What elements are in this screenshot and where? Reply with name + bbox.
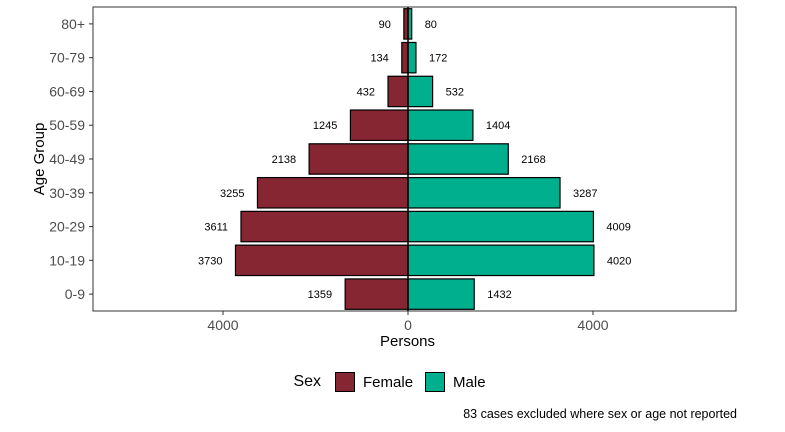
y-axis-title: Age Group bbox=[31, 123, 48, 196]
legend-swatch-female bbox=[335, 372, 356, 392]
x-tick-label-2: 4000 bbox=[577, 317, 608, 333]
bar-female-0-9 bbox=[344, 278, 409, 310]
y-tick-label-80+: 80+ bbox=[61, 16, 85, 32]
bar-male-60-69 bbox=[407, 75, 434, 108]
data-label-male-70-79: 172 bbox=[429, 53, 447, 65]
bar-female-20-29 bbox=[240, 210, 409, 243]
bar-male-10-19 bbox=[407, 244, 595, 277]
data-label-male-40-49: 2168 bbox=[521, 154, 545, 166]
bar-female-40-49 bbox=[308, 143, 409, 175]
data-label-female-10-19: 3730 bbox=[198, 255, 222, 267]
data-label-male-0-9: 1432 bbox=[487, 289, 511, 301]
x-tick-label-1: 0 bbox=[404, 317, 412, 333]
bar-male-20-29 bbox=[407, 210, 595, 243]
bar-male-40-49 bbox=[407, 143, 509, 175]
y-tick-label-20-29: 20-29 bbox=[49, 219, 85, 235]
y-tick-label-10-19: 10-19 bbox=[49, 252, 85, 268]
bar-female-70-79 bbox=[401, 41, 409, 74]
bar-male-0-9 bbox=[407, 278, 475, 310]
legend-label-male: Male bbox=[453, 373, 486, 391]
data-label-male-80+: 80 bbox=[425, 19, 437, 31]
data-label-female-0-9: 1359 bbox=[308, 289, 332, 301]
bar-female-50-59 bbox=[349, 109, 409, 142]
y-tick-label-30-39: 30-39 bbox=[49, 185, 85, 201]
y-tick-label-40-49: 40-49 bbox=[49, 151, 85, 167]
data-label-female-80+: 90 bbox=[379, 19, 391, 31]
data-label-male-50-59: 1404 bbox=[486, 120, 510, 132]
bar-male-70-79 bbox=[407, 41, 417, 74]
chart-caption: 83 cases excluded where sex or age not r… bbox=[463, 407, 737, 421]
bar-female-60-69 bbox=[387, 75, 409, 108]
data-label-female-20-29: 3611 bbox=[204, 222, 228, 234]
data-label-female-50-59: 1245 bbox=[313, 120, 337, 132]
bar-female-30-39 bbox=[256, 176, 409, 209]
legend-title: Sex bbox=[293, 373, 322, 390]
bar-female-10-19 bbox=[234, 244, 409, 277]
legend-swatch-male bbox=[425, 372, 446, 392]
bar-male-30-39 bbox=[407, 176, 561, 209]
legend-label-female: Female bbox=[363, 373, 414, 391]
data-label-female-30-39: 3255 bbox=[220, 188, 244, 200]
legend-item-female: Female bbox=[335, 372, 413, 392]
x-tick-label-0: 4000 bbox=[207, 317, 238, 333]
y-tick-label-60-69: 60-69 bbox=[49, 83, 85, 99]
x-axis-title: Persons bbox=[380, 333, 435, 350]
bar-male-50-59 bbox=[407, 109, 474, 142]
data-label-male-30-39: 3287 bbox=[573, 188, 597, 200]
data-label-male-20-29: 4009 bbox=[606, 222, 630, 234]
data-label-male-10-19: 4020 bbox=[607, 255, 631, 267]
data-label-female-40-49: 2138 bbox=[272, 154, 296, 166]
legend: Sex Female Male bbox=[0, 367, 785, 397]
data-label-female-70-79: 134 bbox=[370, 53, 388, 65]
y-tick-label-0-9: 0-9 bbox=[65, 286, 85, 302]
population-pyramid-chart: 1359 1432 0-9 3730 4020 10-19 3611 4009 20-29 325… bbox=[31, 6, 737, 350]
legend-item-male: Male bbox=[425, 372, 486, 392]
y-tick-label-70-79: 70-79 bbox=[49, 50, 85, 66]
y-tick-label-50-59: 50-59 bbox=[49, 117, 85, 133]
data-label-female-60-69: 432 bbox=[357, 86, 375, 98]
data-label-male-60-69: 532 bbox=[446, 86, 464, 98]
